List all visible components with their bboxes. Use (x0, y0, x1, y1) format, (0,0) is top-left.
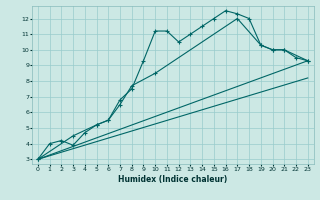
X-axis label: Humidex (Indice chaleur): Humidex (Indice chaleur) (118, 175, 228, 184)
